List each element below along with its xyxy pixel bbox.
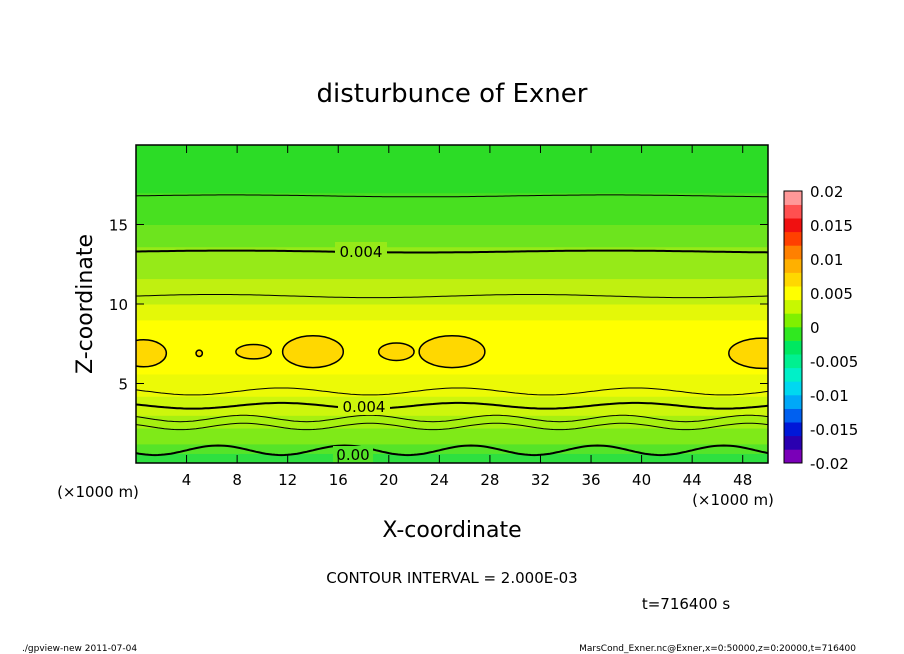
x-axis-unit-right: (×1000 m) [692, 491, 774, 509]
band-8 [136, 278, 768, 305]
colorbar-swatch-2 [784, 422, 802, 437]
contour-lines [136, 194, 768, 457]
colorbar-swatch-19 [784, 191, 802, 205]
band-1 [136, 443, 768, 454]
chart-title: disturbunce of Exner [317, 79, 588, 109]
colorbar-tick-label-3: 0.005 [810, 285, 853, 303]
contour-label-upper: 0.004 [340, 243, 383, 261]
contour-line-3 [136, 401, 768, 410]
x-tick-label-2: 12 [278, 471, 297, 489]
colorbar-frame [783, 190, 803, 464]
y-axis-label: Z-coordinate [73, 234, 98, 374]
y-tick-label-0: 5 [118, 376, 128, 394]
band-12 [136, 145, 768, 194]
contour-line-4 [136, 387, 768, 396]
contour-highs [136, 335, 768, 370]
band-7 [136, 304, 768, 321]
colorbar-swatch-14 [784, 259, 802, 273]
contour-high-4 [377, 342, 415, 362]
contour-high-6 [728, 337, 768, 370]
x-tick-label-5: 24 [430, 471, 449, 489]
colorbar-swatch-4 [784, 395, 802, 409]
colorbar-swatch-3 [784, 408, 802, 423]
x-tick-label-8: 36 [581, 471, 600, 489]
x-tick-label-7: 32 [531, 471, 550, 489]
colorbar-swatch-7 [784, 354, 802, 369]
colorbar-swatch-17 [784, 218, 802, 233]
colorbar-ticks: 0.02 0.015 0.01 0.005 0 -0.005 -0.01 -0.015 -0.0… [810, 183, 858, 473]
y-tick-label-2: 15 [109, 217, 128, 235]
contour-high-3 [281, 335, 345, 369]
x-tick-label-3: 16 [329, 471, 348, 489]
x-tick-label-11: 48 [733, 471, 752, 489]
band-0 [136, 453, 768, 463]
colorbar-tick-label-2: 0.01 [810, 251, 843, 269]
contour-line-1 [136, 422, 768, 431]
x-tick-label-0: 4 [182, 471, 192, 489]
colorbar-tick-label-7: -0.015 [810, 421, 858, 439]
x-tick-label-9: 40 [632, 471, 651, 489]
colorbar-swatch-16 [784, 231, 802, 246]
x-axis-unit-left: (×1000 m) [57, 483, 139, 501]
x-tick-label-10: 44 [683, 471, 702, 489]
colorbar-swatch-15 [784, 245, 802, 260]
band-5 [136, 373, 768, 397]
colorbar-swatch-10 [784, 313, 802, 328]
x-axis: 4 8 12 16 20 24 28 32 36 40 44 48 [182, 145, 752, 489]
contour-line-2 [136, 414, 768, 423]
colorbar-swatch-0 [784, 449, 802, 464]
colorbar-swatch-6 [784, 367, 802, 382]
contour-label-bottom: 0.00 [336, 446, 369, 464]
colorbar-tick-label-0: 0.02 [810, 183, 843, 201]
footer-left: ./gpview-new 2011-07-04 [22, 644, 137, 654]
colorbar-tick-label-4: 0 [810, 319, 820, 337]
colorbar-swatch-9 [784, 327, 802, 341]
band-4 [136, 396, 768, 416]
y-tick-label-1: 10 [109, 296, 128, 314]
colorbar-tick-label-8: -0.02 [810, 455, 849, 473]
contour-high-2 [235, 343, 272, 360]
x-tick-label-1: 8 [232, 471, 242, 489]
colorbar-swatch-8 [784, 340, 802, 355]
contour-high-0 [136, 339, 168, 368]
colorbar [783, 190, 803, 464]
time-stamp: t=716400 s [642, 595, 730, 613]
x-tick-label-4: 20 [379, 471, 398, 489]
contour-label-lower: 0.004 [343, 398, 386, 416]
y-axis: 5 10 15 [109, 217, 768, 394]
contour-high-1 [195, 349, 204, 358]
contour-interval: CONTOUR INTERVAL = 2.000E-03 [326, 569, 577, 587]
contour-high-5 [418, 335, 486, 369]
colorbar-tick-label-1: 0.015 [810, 217, 853, 235]
band-11 [136, 192, 768, 225]
x-tick-label-6: 28 [480, 471, 499, 489]
colorbar-swatch-1 [784, 435, 802, 450]
colorbar-tick-label-6: -0.01 [810, 387, 849, 405]
x-axis-label: X-coordinate [382, 518, 521, 543]
band-3 [136, 415, 768, 429]
colorbar-tick-label-5: -0.005 [810, 353, 858, 371]
contour-line-0 [136, 444, 768, 457]
plot-area [136, 145, 768, 463]
band-10 [136, 224, 768, 248]
colorbar-swatch-13 [784, 272, 802, 287]
colorbar-swatch-12 [784, 286, 802, 301]
band-2 [136, 428, 768, 445]
footer-right: MarsCond_Exner.nc@Exner,x=0:50000,z=0:20… [579, 644, 856, 654]
contour-line-6 [136, 249, 768, 254]
colorbar-swatch-5 [784, 381, 802, 396]
colorbar-swatch-18 [784, 204, 802, 219]
colorbar-swatch-11 [784, 299, 802, 314]
contour-line-7 [136, 194, 768, 198]
contour-line-5 [136, 294, 768, 299]
